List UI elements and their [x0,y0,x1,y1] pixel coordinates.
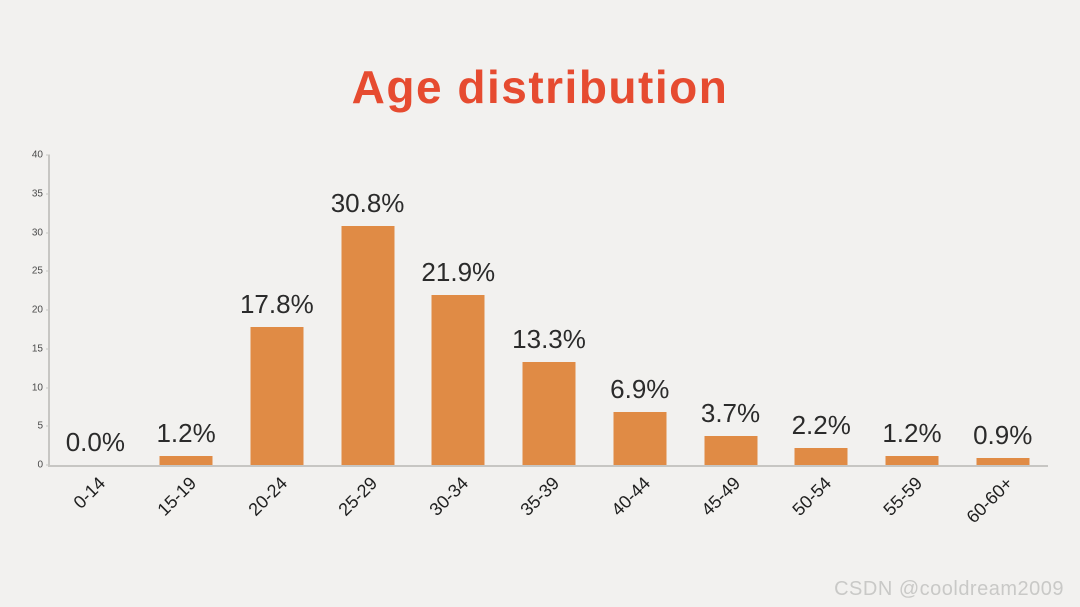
x-tick-label-25-29: 25-29 [334,473,382,520]
bar-20-24 [250,327,304,465]
bar-45-49 [704,436,757,465]
page-title: Age distribution [351,61,729,113]
x-tick-label-35-39: 35-39 [516,473,564,520]
bar-value-label: 0.9% [973,420,1033,451]
y-tick-label: 30 [31,227,43,238]
y-tick-mark [46,193,50,195]
bar-15-19 [159,455,213,465]
bar-value-label: 30.8% [330,188,405,219]
plot-area: 0 5 10 15 20 25 30 35 40 0.0% 1.2% 17.8% 30.8% 21.9%… [32,150,1048,527]
bar-slot-35-39: 13.3% [504,155,595,465]
x-tick-label-30-34: 30-34 [425,473,473,520]
x-axis-labels: 0-14 15-19 20-24 25-29 30-34 35-39 40-44 45-49 5… [50,465,1048,535]
x-tick-label-20-24: 20-24 [244,473,291,520]
y-tick: 30 [32,227,50,238]
y-tick-label: 35 [31,188,43,200]
bar-slot-0-14: 0.0% [50,155,141,465]
bar-value-label: 13.3% [512,323,586,354]
bar-slots: 0.0% 1.2% 17.8% 30.8% 21.9% 13.3% 6.9% 3.7% 2.2%… [50,155,1048,465]
x-tick-label-45-49: 45-49 [697,473,745,520]
y-tick-mark [46,154,50,156]
bar-35-39 [522,361,576,465]
x-tick-label-50-54: 50-54 [788,473,836,520]
x-tick-label-0-14: 0-14 [69,473,110,513]
bar-slot-45-49: 3.7% [685,155,776,465]
bar-value-label: 1.2% [156,417,216,448]
y-tick: 5 [37,421,50,432]
bar-value-label: 6.9% [610,373,670,404]
x-tick-label-15-19: 15-19 [153,473,201,520]
bar-value-label: 2.2% [791,409,851,440]
y-tick-label: 5 [37,420,43,432]
bar-value-label: 0.0% [65,427,125,457]
bar-slot-25-29: 30.8% [322,155,413,465]
y-tick-mark [46,270,50,272]
bar-slot-30-34: 21.9% [413,155,504,465]
bar-slot-55-59: 1.2% [867,155,958,465]
bar-value-label: 1.2% [882,417,942,448]
watermark: CSDN @cooldream2009 [834,578,1064,600]
y-tick-mark [46,232,50,233]
y-tick-label: 40 [31,149,43,161]
y-tick: 20 [32,305,50,316]
bar-55-59 [885,455,939,465]
bar-slot-60-60+: 0.9% [957,155,1048,465]
y-tick: 10 [32,382,50,393]
bar-40-44 [613,411,667,465]
y-tick-label: 15 [31,343,43,355]
x-tick-label-60-60+: 60-60+ [962,473,1017,528]
bar-slot-50-54: 2.2% [776,155,867,465]
y-tick: 25 [32,266,50,277]
bar-30-34 [431,295,485,465]
y-tick: 15 [32,343,50,354]
y-tick-mark [46,425,50,427]
y-tick: 35 [32,188,50,199]
y-tick: 40 [32,150,50,161]
bar-60-60+ [976,458,1030,465]
bar-slot-15-19: 1.2% [141,155,232,465]
bar-slot-40-44: 6.9% [594,155,685,465]
bar-25-29 [341,226,395,465]
y-tick-label: 0 [37,459,43,471]
bar-value-label: 17.8% [239,289,314,320]
x-tick-label-40-44: 40-44 [607,473,654,520]
y-tick: 0 [37,460,50,471]
y-tick-label: 20 [31,304,43,316]
y-tick-mark [46,387,50,388]
y-tick-label: 25 [31,265,43,277]
bar-50-54 [794,447,848,465]
bar-slot-20-24: 17.8% [231,155,322,465]
bar-value-label: 21.9% [421,257,496,288]
y-tick-mark [46,309,50,311]
y-tick-mark [46,348,50,350]
y-tick-label: 10 [31,382,43,393]
x-tick-label-55-59: 55-59 [879,473,927,520]
y-tick-mark [46,464,50,466]
bar-value-label: 3.7% [700,398,761,429]
